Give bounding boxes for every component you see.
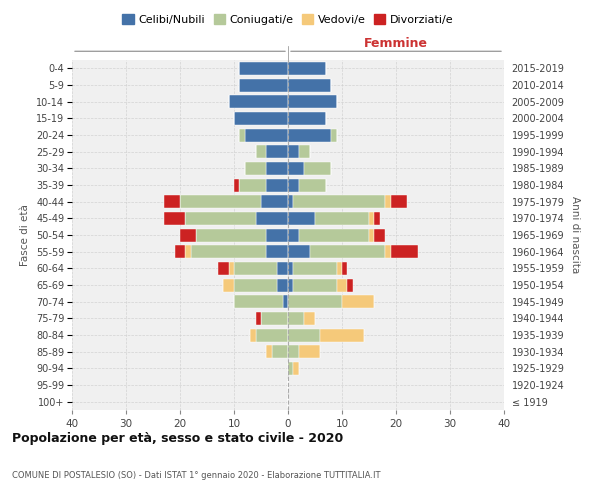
Bar	[239, 178, 266, 192]
Bar	[234, 112, 288, 125]
Bar	[245, 128, 288, 141]
Bar	[239, 128, 245, 141]
Bar	[245, 162, 266, 175]
Bar	[385, 245, 391, 258]
Bar	[299, 178, 326, 192]
Bar	[374, 212, 380, 225]
Bar	[261, 195, 288, 208]
Bar	[288, 62, 326, 75]
Bar	[391, 245, 418, 258]
Bar	[277, 278, 288, 291]
Bar	[288, 112, 326, 125]
Bar	[288, 95, 337, 108]
Bar	[180, 228, 196, 241]
Bar	[299, 345, 320, 358]
Bar	[223, 278, 234, 291]
Bar	[256, 212, 288, 225]
Bar	[337, 278, 347, 291]
Bar	[185, 245, 191, 258]
Bar	[315, 212, 369, 225]
Bar	[229, 262, 234, 275]
Text: COMUNE DI POSTALESIO (SO) - Dati ISTAT 1° gennaio 2020 - Elaborazione TUTTITALIA: COMUNE DI POSTALESIO (SO) - Dati ISTAT 1…	[12, 471, 380, 480]
Bar	[288, 312, 304, 325]
Bar	[288, 78, 331, 92]
Bar	[234, 278, 277, 291]
Bar	[299, 145, 310, 158]
Bar	[320, 328, 364, 342]
Bar	[218, 262, 229, 275]
Bar	[229, 95, 288, 108]
Bar	[288, 245, 310, 258]
Bar	[331, 128, 337, 141]
Legend: Celibi/Nubili, Coniugati/e, Vedovi/e, Divorziati/e: Celibi/Nubili, Coniugati/e, Vedovi/e, Di…	[118, 10, 458, 29]
Bar	[239, 78, 288, 92]
Bar	[164, 212, 185, 225]
Bar	[234, 178, 239, 192]
Bar	[288, 345, 299, 358]
Bar	[293, 278, 337, 291]
Bar	[391, 195, 407, 208]
Bar	[234, 295, 283, 308]
Bar	[164, 195, 180, 208]
Bar	[304, 312, 315, 325]
Bar	[180, 195, 261, 208]
Bar	[342, 262, 347, 275]
Bar	[347, 278, 353, 291]
Bar	[266, 245, 288, 258]
Bar	[288, 262, 293, 275]
Text: Femmine: Femmine	[364, 36, 428, 50]
Bar	[266, 162, 288, 175]
Bar	[250, 328, 256, 342]
Bar	[266, 178, 288, 192]
Bar	[266, 145, 288, 158]
Y-axis label: Anni di nascita: Anni di nascita	[570, 196, 580, 274]
Bar	[288, 328, 320, 342]
Bar	[385, 195, 391, 208]
Bar	[272, 345, 288, 358]
Bar	[256, 145, 266, 158]
Bar	[266, 228, 288, 241]
Bar	[293, 262, 337, 275]
Bar	[196, 228, 266, 241]
Bar	[369, 228, 374, 241]
Bar	[288, 162, 304, 175]
Bar	[175, 245, 185, 258]
Bar	[374, 228, 385, 241]
Bar	[288, 295, 342, 308]
Bar	[288, 128, 331, 141]
Bar	[288, 278, 293, 291]
Bar	[293, 362, 299, 375]
Bar	[266, 345, 272, 358]
Bar	[185, 212, 256, 225]
Y-axis label: Fasce di età: Fasce di età	[20, 204, 31, 266]
Bar	[299, 228, 369, 241]
Bar	[304, 162, 331, 175]
Bar	[342, 295, 374, 308]
Text: Popolazione per età, sesso e stato civile - 2020: Popolazione per età, sesso e stato civil…	[12, 432, 343, 445]
Bar	[239, 62, 288, 75]
Bar	[293, 195, 385, 208]
Bar	[288, 195, 293, 208]
Bar	[288, 362, 293, 375]
Bar	[283, 295, 288, 308]
Bar	[256, 328, 288, 342]
Bar	[337, 262, 342, 275]
Bar	[369, 212, 374, 225]
Bar	[261, 312, 288, 325]
Bar	[191, 245, 266, 258]
Bar	[234, 262, 277, 275]
Bar	[310, 245, 385, 258]
Bar	[288, 228, 299, 241]
Bar	[288, 212, 315, 225]
Bar	[288, 145, 299, 158]
Bar	[277, 262, 288, 275]
Bar	[256, 312, 261, 325]
Bar	[288, 178, 299, 192]
